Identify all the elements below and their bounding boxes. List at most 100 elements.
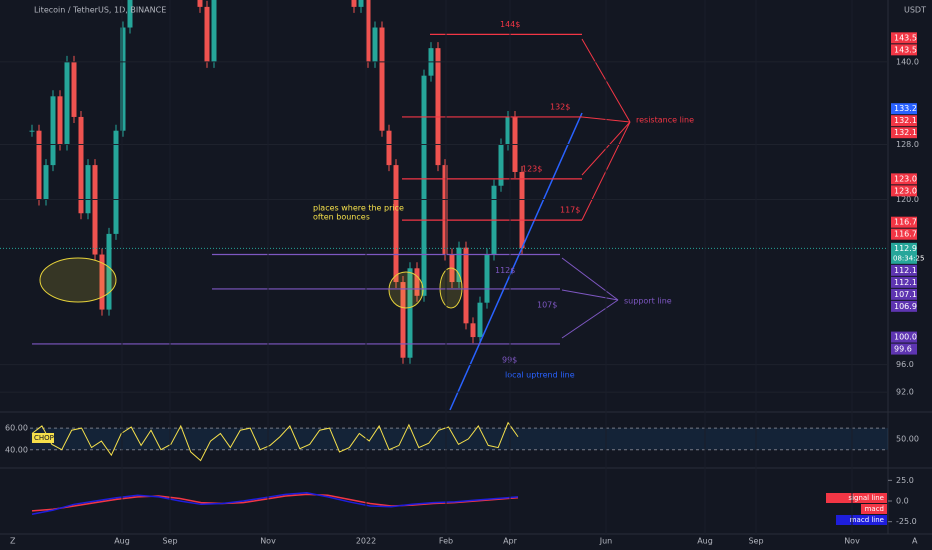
candle bbox=[484, 254, 490, 303]
price-tag bbox=[891, 173, 917, 185]
candle bbox=[372, 27, 378, 62]
corner-button[interactable]: Z bbox=[10, 537, 16, 546]
price-tag-label: 112.1 bbox=[894, 266, 917, 275]
highlight-ellipse bbox=[39, 257, 117, 303]
chop-badge bbox=[32, 433, 54, 443]
price-tag bbox=[891, 115, 917, 127]
price-tag-label: 143.5 bbox=[894, 33, 917, 42]
price-tag bbox=[891, 264, 917, 276]
price-tag-label: 112.9 bbox=[894, 244, 917, 253]
price-tag-label: 133.2 bbox=[894, 104, 917, 113]
candle bbox=[204, 6, 210, 62]
candle bbox=[36, 130, 42, 200]
price-tag bbox=[891, 242, 917, 264]
candle bbox=[477, 302, 483, 338]
chop-tick-label: 40.00 bbox=[5, 445, 28, 454]
symbol-title: Litecoin / TetherUS, 1D, BINANCE bbox=[34, 6, 166, 15]
y-tick-label: 92.0 bbox=[896, 388, 914, 397]
price-tag-label: 116.7 bbox=[894, 230, 917, 239]
candle bbox=[43, 165, 49, 200]
candle bbox=[197, 0, 203, 7]
candle bbox=[365, 0, 371, 62]
x-tick-label: Feb bbox=[439, 537, 453, 546]
price-tag-label: 123.0 bbox=[894, 174, 917, 183]
legend-label: macd line bbox=[850, 516, 884, 524]
x-tick-label: Sep bbox=[162, 537, 177, 546]
corner-button[interactable]: A bbox=[912, 537, 918, 546]
candle bbox=[85, 165, 91, 214]
price-tag bbox=[891, 32, 917, 44]
price-tag-label: 100.0 bbox=[894, 333, 917, 342]
x-tick-label: Nov bbox=[260, 537, 276, 546]
candle bbox=[64, 61, 70, 145]
candle bbox=[127, 0, 133, 28]
candles bbox=[29, 0, 525, 364]
candle bbox=[99, 254, 105, 310]
price-tag bbox=[891, 103, 917, 115]
annotation: local uptrend line bbox=[505, 371, 575, 380]
candle bbox=[456, 247, 462, 283]
price-tag bbox=[891, 300, 917, 312]
x-tick-label: Aug bbox=[697, 537, 713, 546]
x-tick-label: Apr bbox=[503, 537, 518, 546]
candle bbox=[211, 0, 217, 62]
candle bbox=[463, 247, 469, 324]
price-tag-label: 107.1 bbox=[894, 290, 917, 299]
legend-label: signal line bbox=[848, 494, 884, 502]
candle bbox=[470, 323, 476, 338]
candle bbox=[29, 130, 35, 132]
candle bbox=[442, 165, 448, 255]
candle bbox=[379, 27, 385, 131]
price-tag-label: 116.7 bbox=[894, 218, 917, 227]
candle bbox=[113, 130, 119, 234]
price-tag-label: 143.5 bbox=[894, 45, 917, 54]
candle bbox=[498, 144, 504, 186]
candle bbox=[351, 0, 357, 7]
level-label: 132$ bbox=[550, 102, 570, 111]
x-tick-label: 2022 bbox=[356, 537, 376, 546]
currency: USDT bbox=[904, 6, 926, 15]
y-tick-label: 96.0 bbox=[896, 360, 914, 369]
candle bbox=[435, 48, 441, 166]
candle bbox=[120, 27, 126, 131]
level-label: 123$ bbox=[522, 164, 542, 173]
price-tag bbox=[891, 331, 917, 343]
legend-badge bbox=[861, 504, 887, 514]
price-tag bbox=[891, 127, 917, 139]
price-tag bbox=[891, 276, 917, 288]
candle bbox=[414, 268, 420, 296]
candle bbox=[71, 61, 77, 117]
highlight-ellipse bbox=[388, 271, 424, 309]
macd-signal bbox=[31, 493, 519, 512]
price-tag bbox=[891, 288, 917, 300]
candle bbox=[407, 268, 413, 358]
y-tick-label: 140.0 bbox=[896, 57, 919, 66]
level-label: 107$ bbox=[537, 300, 557, 309]
macd-tick-label: 0.0 bbox=[896, 497, 909, 506]
price-tag bbox=[891, 228, 917, 240]
candle bbox=[106, 233, 112, 310]
candle bbox=[358, 0, 364, 7]
price-tag-label: 132.1 bbox=[894, 116, 917, 125]
x-tick-label: Aug bbox=[114, 537, 130, 546]
chop-name: CHOP bbox=[34, 434, 54, 442]
price-tag-label: 132.1 bbox=[894, 128, 917, 137]
x-tick-label: Sep bbox=[748, 537, 763, 546]
price-tag bbox=[891, 343, 917, 355]
legend-badge bbox=[836, 515, 887, 525]
macd-tick-label: -25.0 bbox=[896, 517, 917, 526]
macd-line bbox=[31, 491, 519, 515]
price-tag bbox=[891, 44, 917, 56]
y-tick-label: 120.0 bbox=[896, 195, 919, 204]
x-tick-label: Jun bbox=[599, 537, 613, 546]
legend-label: macd bbox=[865, 505, 884, 513]
level-label: 112$ bbox=[495, 266, 515, 275]
candle bbox=[57, 96, 63, 145]
chop-right-tick: 50.00 bbox=[896, 434, 919, 443]
price-tag bbox=[891, 216, 917, 228]
candle bbox=[519, 171, 525, 249]
annotation: often bounces bbox=[313, 213, 370, 222]
countdown: 08:34:25 bbox=[893, 254, 924, 262]
y-tick-label: 128.0 bbox=[896, 140, 919, 149]
